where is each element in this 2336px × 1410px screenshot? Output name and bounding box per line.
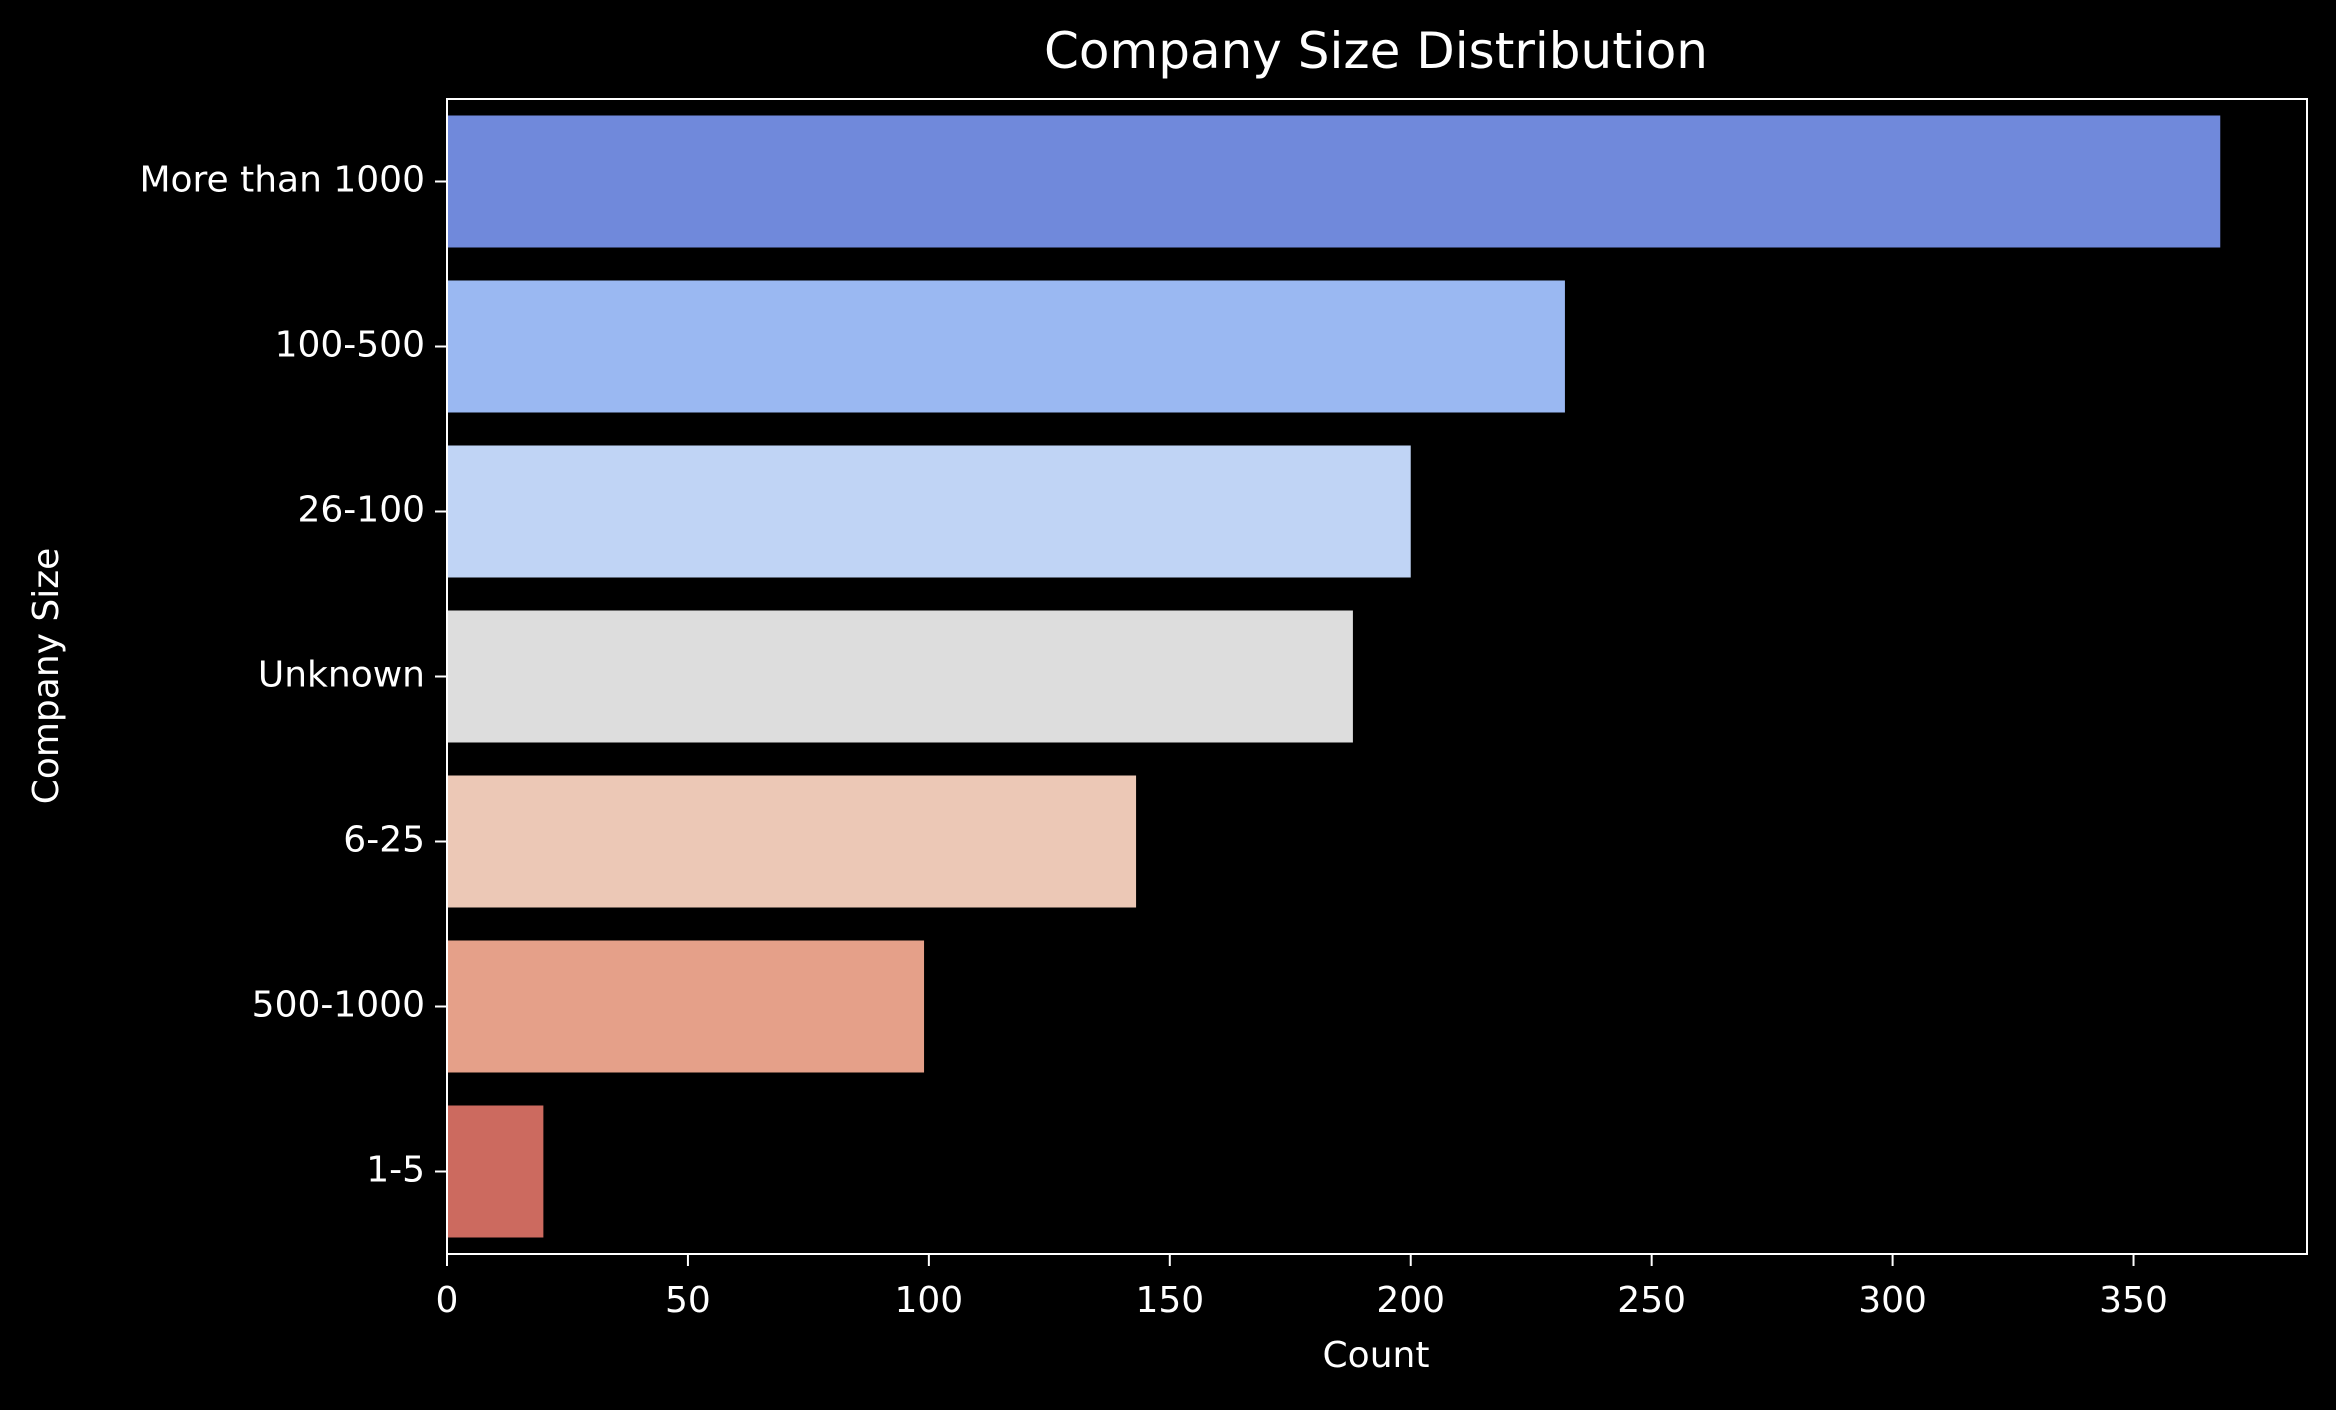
- y-tick-label: 6-25: [343, 820, 425, 861]
- x-tick-label: 50: [665, 1280, 711, 1321]
- bar: [447, 445, 1411, 578]
- x-tick-label: 150: [1135, 1280, 1204, 1321]
- x-axis-label: Count: [1323, 1335, 1430, 1376]
- y-axis: More than 1000 100-500 26-100 Unknown 6-25 50…: [139, 160, 447, 1191]
- x-tick-label: 300: [1858, 1280, 1927, 1321]
- bar: [447, 775, 1137, 908]
- y-tick-label: Unknown: [258, 655, 425, 696]
- x-tick-label: 250: [1617, 1280, 1686, 1321]
- x-axis: 0 50 100 150 200 250 300 350: [436, 1254, 2168, 1321]
- y-axis-label: Company Size: [26, 548, 67, 805]
- y-tick-label: 26-100: [297, 490, 425, 531]
- x-tick-label: 350: [2099, 1280, 2168, 1321]
- bars-layer: [447, 115, 2221, 1238]
- bar: [447, 940, 925, 1073]
- y-tick-label: More than 1000: [139, 160, 425, 201]
- y-tick-label: 1-5: [366, 1150, 425, 1191]
- bar: [447, 1105, 544, 1238]
- y-tick-label: 100-500: [275, 325, 425, 366]
- x-tick-label: 0: [436, 1280, 459, 1321]
- x-tick-label: 200: [1376, 1280, 1445, 1321]
- plot-frame: [446, 98, 2308, 1255]
- bar: [447, 115, 2221, 248]
- bar: [447, 280, 1565, 413]
- chart-title: Company Size Distribution: [1044, 22, 1708, 80]
- x-tick-label: 100: [895, 1280, 964, 1321]
- bar: [447, 610, 1353, 743]
- y-tick-label: 500-1000: [252, 985, 425, 1026]
